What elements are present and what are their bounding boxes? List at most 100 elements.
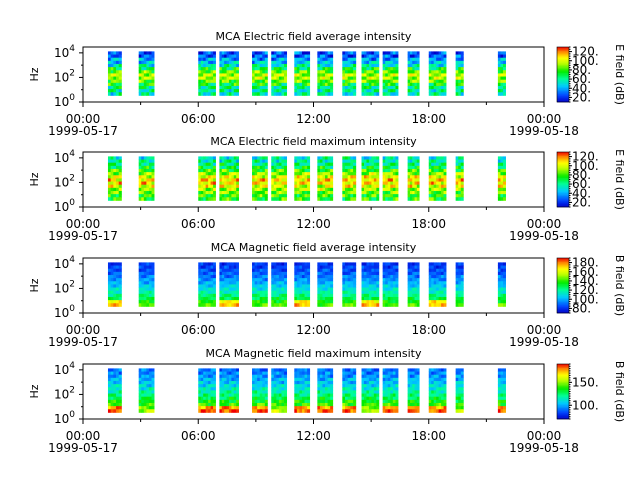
spectrogram-cell [231,402,235,407]
spectrogram-cell [231,377,235,382]
spectrogram-cell [226,162,230,167]
spectrogram-cell [327,54,331,59]
spectrogram-cell [500,89,504,93]
spectrogram-cell [412,265,415,270]
spectrogram-cell [257,57,261,62]
spectrogram-cell [224,187,227,192]
spectrogram-cell [327,396,331,401]
spectrogram-cell [376,409,380,413]
spectrogram-cell [221,197,225,201]
spectrogram-cell [304,156,308,160]
spectrogram-cell [436,89,440,93]
spectrogram-cell [387,377,391,382]
spectrogram-cell [276,92,280,96]
spectrogram-cell [259,89,263,93]
spectrogram-cell [376,384,380,388]
spectrogram-cell [151,287,155,292]
spectrogram-cell [455,265,459,270]
spectrogram-cell [259,368,263,372]
spectrogram-cell [460,172,464,176]
spectrogram-cell [205,57,209,62]
spectrogram-cell [252,159,255,164]
spectrogram-cell [327,165,331,170]
spectrogram-cell [205,290,209,295]
spectrogram-cell [143,194,147,198]
spectrogram-cell [271,300,275,304]
spectrogram-cell [221,380,225,385]
spectrogram-cell [390,390,394,394]
spectrogram-cell [409,175,413,179]
spectrogram-cell [299,387,303,391]
spectrogram-cell [200,281,204,285]
spectrogram-cell [373,290,377,295]
spectrogram-cell [141,384,145,388]
spectrogram-cell [431,73,435,77]
spectrogram-cell [254,165,258,170]
spectrogram-cell [428,300,432,304]
spectrogram-cell [271,377,275,382]
spectrogram-cell [395,265,399,270]
spectrogram-cell [317,271,321,276]
spectrogram-cell [226,184,230,189]
spectrogram-cell [503,162,506,167]
spectrogram-cell [228,274,232,279]
spectrogram-cell [233,396,237,401]
spectrogram-cell [262,380,266,385]
spectrogram-cell [361,54,365,59]
spectrogram-cell [366,156,370,160]
spectrogram-cell [428,79,432,84]
spectrogram-cell [224,390,227,394]
colorbar-swatch [557,66,569,68]
spectrogram-cell [231,390,235,394]
spectrogram-cell [264,168,268,173]
spectrogram-cell [233,51,237,55]
spectrogram-cell [433,268,437,273]
spectrogram-cell [205,274,209,279]
spectrogram-cell [296,371,300,376]
spectrogram-cell [322,274,326,279]
spectrogram-cell [226,377,230,382]
spectrogram-cell [327,181,331,186]
spectrogram-cell [294,184,298,189]
spectrogram-cell [443,89,447,93]
spectrogram-cell [252,409,255,413]
spectrogram-cell [226,284,230,288]
spectrogram-cell [226,51,230,55]
spectrogram-cell [433,178,437,182]
x-tick-label: 18:00 [411,217,446,231]
spectrogram-cell [327,406,331,410]
spectrogram-cell [342,296,346,301]
spectrogram-cell [210,184,214,189]
spectrogram-cell [236,399,239,404]
spectrogram-cell [146,67,150,71]
spectrogram-cell [296,184,300,189]
spectrogram-cell [412,190,415,195]
spectrogram-cell [503,300,506,304]
spectrogram-cell [281,402,285,407]
spectrogram-cell [301,159,305,164]
spectrogram-cell [342,300,346,304]
spectrogram-cell [304,76,308,81]
spectrogram-cell [231,178,235,182]
spectrogram-cell [213,377,216,382]
spectrogram-cell [113,60,117,65]
spectrogram-cell [390,396,394,401]
spectrogram-cell [113,393,117,398]
data-segment [382,156,399,201]
spectrogram-cell [107,377,112,382]
spectrogram-cell [203,172,207,176]
spectrogram-cell [371,368,375,372]
spectrogram-cell [116,85,120,90]
spectrogram-cell [203,175,207,179]
spectrogram-cell [325,409,328,413]
colorbar-swatch [557,191,569,194]
spectrogram-cell [342,82,346,87]
spectrogram-cell [296,63,300,68]
spectrogram-cell [428,57,432,62]
spectrogram-cell [224,281,227,285]
spectrogram-cell [273,290,277,295]
spectrogram-cell [433,284,437,288]
spectrogram-cell [392,190,396,195]
spectrogram-cell [203,178,207,182]
spectrogram-cell [307,387,311,391]
